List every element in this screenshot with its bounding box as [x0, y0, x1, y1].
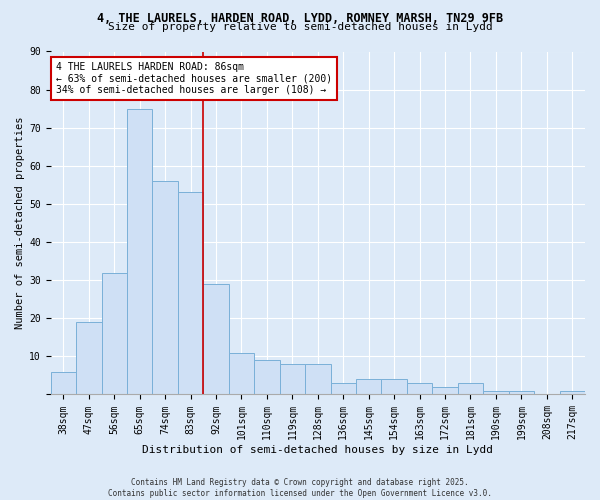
- X-axis label: Distribution of semi-detached houses by size in Lydd: Distribution of semi-detached houses by …: [142, 445, 493, 455]
- Text: Size of property relative to semi-detached houses in Lydd: Size of property relative to semi-detach…: [107, 22, 493, 32]
- Y-axis label: Number of semi-detached properties: Number of semi-detached properties: [15, 116, 25, 329]
- Bar: [229, 352, 254, 395]
- Bar: [458, 383, 483, 394]
- Bar: [101, 272, 127, 394]
- Text: 4, THE LAURELS, HARDEN ROAD, LYDD, ROMNEY MARSH, TN29 9FB: 4, THE LAURELS, HARDEN ROAD, LYDD, ROMNE…: [97, 12, 503, 26]
- Bar: [254, 360, 280, 394]
- Bar: [483, 390, 509, 394]
- Bar: [152, 181, 178, 394]
- Bar: [356, 379, 382, 394]
- Bar: [382, 379, 407, 394]
- Bar: [76, 322, 101, 394]
- Bar: [331, 383, 356, 394]
- Bar: [305, 364, 331, 394]
- Bar: [560, 390, 585, 394]
- Text: 4 THE LAURELS HARDEN ROAD: 86sqm
← 63% of semi-detached houses are smaller (200): 4 THE LAURELS HARDEN ROAD: 86sqm ← 63% o…: [56, 62, 332, 95]
- Bar: [178, 192, 203, 394]
- Bar: [127, 108, 152, 395]
- Bar: [407, 383, 433, 394]
- Bar: [50, 372, 76, 394]
- Bar: [509, 390, 534, 394]
- Bar: [280, 364, 305, 394]
- Bar: [433, 387, 458, 394]
- Bar: [203, 284, 229, 395]
- Text: Contains HM Land Registry data © Crown copyright and database right 2025.
Contai: Contains HM Land Registry data © Crown c…: [108, 478, 492, 498]
